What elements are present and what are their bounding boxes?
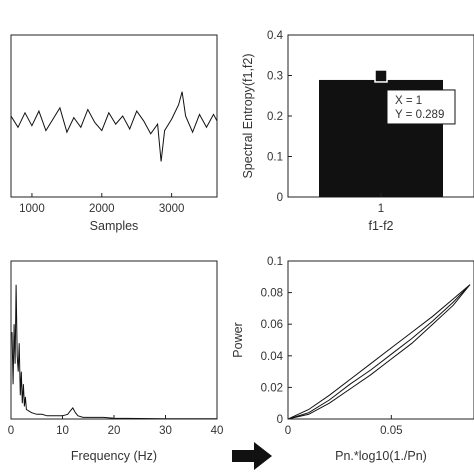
signal-x-tick-label: 2000 bbox=[89, 203, 115, 215]
power-series-line bbox=[288, 284, 471, 419]
power-series-line bbox=[288, 284, 471, 419]
entropy-y-tick-label: 0.4 bbox=[267, 30, 284, 42]
spectrum-x-tick-label: 30 bbox=[159, 425, 172, 437]
entropy-x-tick-label: 1 bbox=[378, 203, 384, 215]
entropy-y-tick-label: 0.3 bbox=[267, 71, 283, 83]
power-y-tick-label: 0 bbox=[277, 414, 283, 426]
datatip-marker bbox=[374, 69, 388, 83]
signal-x-axis-label: Samples bbox=[90, 219, 139, 233]
right-arrow-icon bbox=[232, 442, 272, 470]
power-panel: Pn.*log10(1./Pn) Power 0 0.05 0 0.02 0.04 0.0… bbox=[231, 256, 474, 463]
power-y-tick-label: 0.02 bbox=[261, 382, 283, 394]
power-x-axis-label: Pn.*log10(1./Pn) bbox=[335, 449, 427, 463]
entropy-y-axis-label: Spectral Entropy(f1,f2) bbox=[241, 53, 255, 178]
power-y-tick-label: 0.04 bbox=[261, 351, 284, 363]
signal-series-line bbox=[11, 91, 217, 162]
spectrum-x-tick-label: 10 bbox=[56, 425, 69, 437]
signal-panel: Samples 1000 2000 3000 bbox=[10, 34, 218, 233]
power-y-tick-label: 0.1 bbox=[267, 256, 283, 268]
entropy-y-tick-label: 0.2 bbox=[267, 111, 283, 123]
power-y-tick-label: 0.08 bbox=[261, 288, 283, 300]
entropy-x-axis-label: f1-f2 bbox=[368, 219, 393, 233]
spectrum-x-tick-label: 20 bbox=[108, 425, 121, 437]
entropy-panel: f1-f2 Spectral Entropy(f1,f2) 1 0 0.1 0.2 0.… bbox=[241, 30, 474, 233]
datatip-x-text: X = 1 bbox=[395, 95, 422, 107]
power-axes bbox=[287, 260, 474, 420]
power-y-tick-label: 0.06 bbox=[261, 319, 283, 331]
spectrum-x-axis-label: Frequency (Hz) bbox=[71, 449, 157, 463]
spectrum-panel: Frequency (Hz) 0 10 20 30 40 bbox=[8, 260, 224, 463]
datatip-y-text: Y = 0.289 bbox=[395, 109, 444, 121]
spectrum-x-tick-label: 40 bbox=[211, 425, 224, 437]
power-x-tick-label: 0.05 bbox=[380, 425, 402, 437]
power-series-line bbox=[288, 284, 471, 419]
spectrum-x-tick-label: 0 bbox=[8, 425, 14, 437]
signal-x-tick-label: 3000 bbox=[159, 203, 185, 215]
spectrum-axes bbox=[10, 260, 218, 420]
power-x-tick-label: 0 bbox=[285, 425, 291, 437]
datatip-box bbox=[386, 89, 456, 125]
entropy-y-tick-label: 0.1 bbox=[267, 152, 283, 164]
power-y-axis-label: Power bbox=[231, 322, 245, 357]
spectrum-series-line bbox=[11, 284, 217, 419]
signal-x-tick-label: 1000 bbox=[19, 203, 45, 215]
entropy-y-tick-label: 0 bbox=[277, 192, 283, 204]
